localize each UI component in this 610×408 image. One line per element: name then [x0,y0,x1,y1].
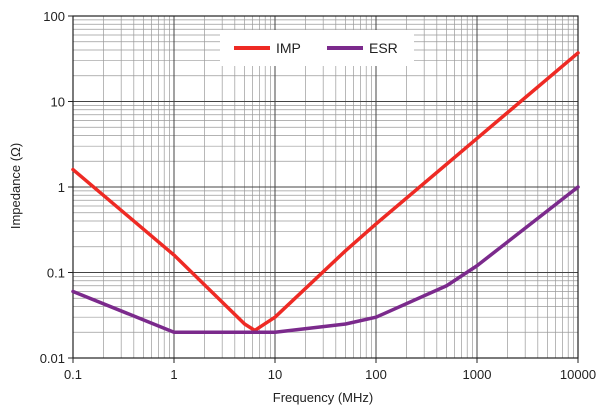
legend: IMP ESR [220,30,414,66]
legend-label-esr: ESR [369,40,398,56]
x-tick-label: 100 [365,367,387,382]
x-tick-label: 10000 [560,367,596,382]
y-tick-label: 1 [58,180,65,195]
x-tick-label: 0.1 [64,367,82,382]
y-tick-label: 0.1 [47,266,65,281]
legend-label-imp: IMP [276,40,301,56]
x-axis-label: Frequency (MHz) [273,390,373,405]
y-axis-label: Impedance (Ω) [8,143,23,229]
series-group [71,51,580,335]
y-tick-label: 100 [43,9,65,24]
x-tick-label: 1 [170,367,177,382]
y-tick-label: 0.01 [40,351,65,366]
series-line-esr [71,185,580,335]
x-tick-label: 1000 [463,367,492,382]
x-tick-label: 10 [268,367,282,382]
y-tick-label: 10 [51,95,65,110]
series-line-imp [71,51,580,333]
